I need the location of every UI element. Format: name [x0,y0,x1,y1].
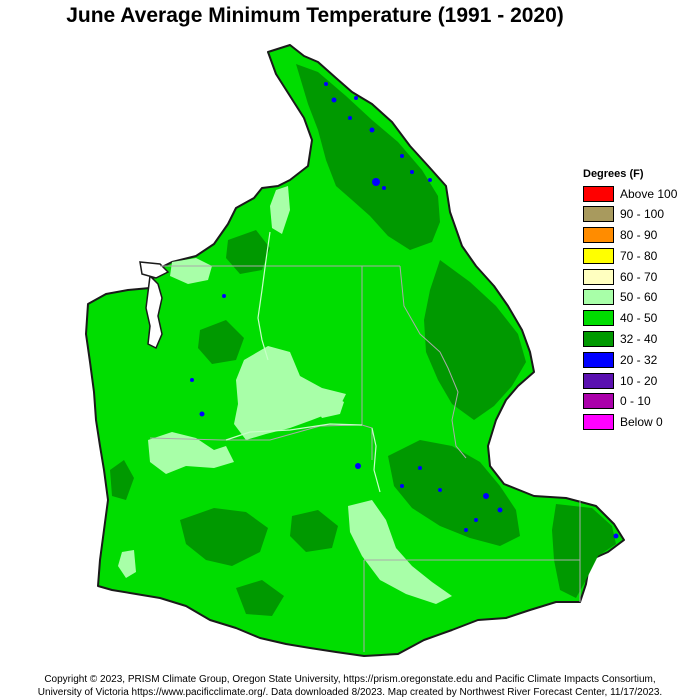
legend-title: Degrees (F) [583,168,644,180]
legend-label: 0 - 10 [620,394,651,409]
legend-swatch [583,393,614,410]
legend-item: 20 - 32 [583,350,693,369]
zone-50-60 [118,186,452,604]
legend-label: 70 - 80 [620,248,658,263]
legend-swatch [583,310,614,327]
legend-item: 0 - 10 [583,392,693,411]
zone-20-32 [190,82,619,539]
legend-item: 10 - 20 [583,371,693,390]
legend-label: Above 100 [620,186,678,201]
legend-swatch [583,247,614,264]
credits-line-1: Copyright © 2023, PRISM Climate Group, O… [44,674,656,685]
legend-swatch [583,372,614,389]
legend-label: 10 - 20 [620,373,658,388]
legend-item: 50 - 60 [583,288,693,307]
legend-item: 32 - 40 [583,330,693,349]
legend-swatch [583,206,614,223]
credits: Copyright © 2023, PRISM Climate Group, O… [0,673,700,699]
legend-swatch [583,268,614,285]
legend-swatch [583,414,614,431]
legend-item: 60 - 70 [583,267,693,286]
legend-item: 70 - 80 [583,246,693,265]
legend-label: 40 - 50 [620,311,658,326]
zone-32-40 [110,64,616,616]
legend-item: Above 100 [583,184,693,203]
legend-swatch [583,331,614,348]
legend-label: 80 - 90 [620,228,658,243]
rivers [225,231,381,493]
legend-label: 60 - 70 [620,269,658,284]
legend-label: 90 - 100 [620,207,665,222]
map-title: June Average Minimum Temperature (1991 -… [66,4,564,27]
legend-swatch [583,227,614,244]
legend-item: Below 0 [583,413,693,432]
legend-label: 20 - 32 [620,352,658,367]
legend-item: 80 - 90 [583,226,693,245]
legend-swatch [583,289,614,306]
legend-label: 50 - 60 [620,290,658,305]
legend-item: 90 - 100 [583,205,693,224]
legend-label: Below 0 [620,415,663,430]
legend-swatch [583,185,614,202]
legend-item: 40 - 50 [583,309,693,328]
legend-label: 32 - 40 [620,332,658,347]
puget-sound-water [145,274,163,350]
legend-swatch [583,351,614,368]
legend: Degrees (F) Above 100 90 - 100 80 - 90 7… [583,168,693,434]
credits-line-2: University of Victoria https://www.pacif… [37,687,663,698]
